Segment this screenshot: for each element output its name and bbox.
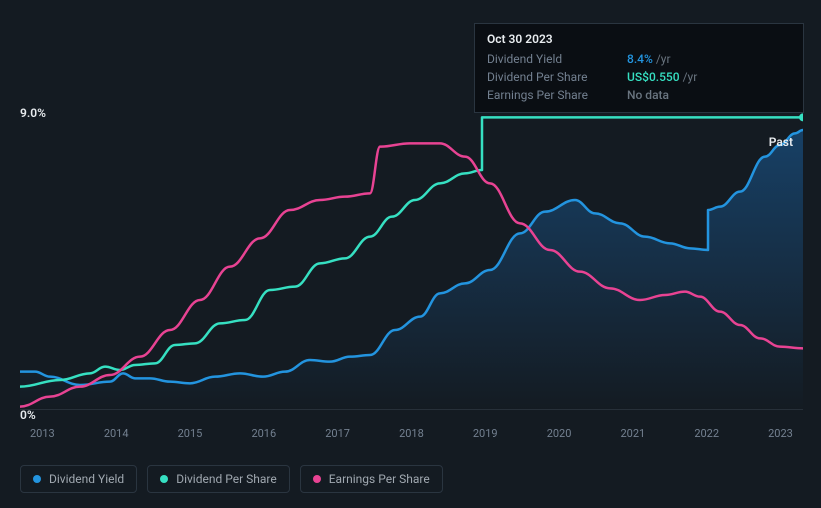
past-label: Past (769, 135, 793, 149)
x-axis-tick: 2020 (547, 427, 572, 440)
tooltip-row-value: 8.4% (627, 52, 653, 66)
legend-item-label: Dividend Per Share (176, 472, 277, 486)
legend-dot-icon (160, 475, 168, 483)
legend-item[interactable]: Dividend Per Share (147, 465, 290, 493)
x-axis-tick: 2015 (178, 427, 203, 440)
y-axis-top-label: 9.0% (20, 106, 46, 120)
tooltip-row-label: Dividend Yield (487, 52, 627, 66)
tooltip-row: Dividend Yield8.4%/yr (487, 50, 791, 68)
x-axis-tick: 2017 (325, 427, 350, 440)
x-axis-tick: 2023 (768, 427, 793, 440)
tooltip-date: Oct 30 2023 (487, 32, 791, 46)
legend-item[interactable]: Dividend Yield (20, 465, 137, 493)
chart-tooltip: Oct 30 2023 Dividend Yield8.4%/yrDividen… (474, 23, 804, 113)
tooltip-row: Dividend Per ShareUS$0.550/yr (487, 68, 791, 86)
tooltip-row-value: US$0.550 (627, 70, 680, 84)
tooltip-row-label: Earnings Per Share (487, 88, 627, 102)
x-axis-tick: 2013 (30, 427, 55, 440)
tooltip-row: Earnings Per ShareNo data (487, 86, 791, 104)
x-axis-tick: 2016 (251, 427, 276, 440)
y-axis-bottom-label: 0% (20, 408, 36, 422)
tooltip-row-value: No data (627, 88, 669, 102)
legend-dot-icon (33, 475, 41, 483)
x-axis-tick: 2022 (694, 427, 719, 440)
x-axis-tick: 2019 (473, 427, 498, 440)
x-axis: 2013 2014 2015 2016 2017 2018 2019 2020 2021 2022… (20, 427, 803, 440)
x-axis-tick: 2021 (621, 427, 646, 440)
legend-item-label: Earnings Per Share (329, 472, 430, 486)
tooltip-row-suffix: /yr (683, 70, 698, 84)
legend-item-label: Dividend Yield (49, 472, 124, 486)
legend: Dividend Yield Dividend Per Share Earnings… (20, 465, 443, 493)
chart-plot-area: 9.0% 0% Past 201320142015201620172018201… (20, 110, 803, 420)
tooltip-row-label: Dividend Per Share (487, 70, 627, 84)
line-chart-svg (20, 110, 803, 410)
legend-dot-icon (313, 475, 321, 483)
x-axis-tick: 2018 (399, 427, 424, 440)
x-axis-tick: 2014 (104, 427, 129, 440)
tooltip-row-suffix: /yr (656, 52, 671, 66)
legend-item[interactable]: Earnings Per Share (300, 465, 443, 493)
